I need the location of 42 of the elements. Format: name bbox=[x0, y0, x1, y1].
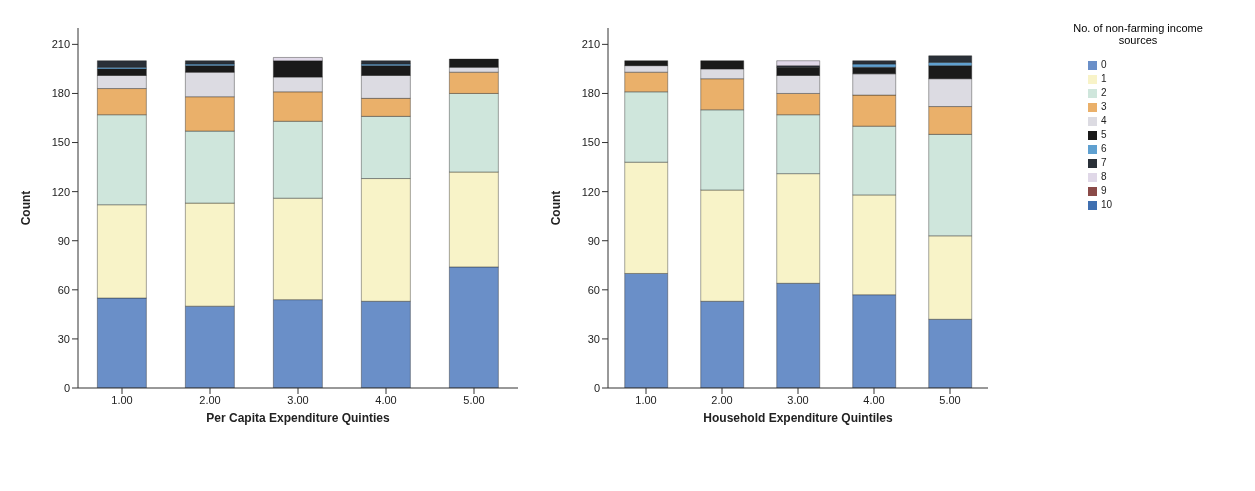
x-tick-label: 4.00 bbox=[863, 393, 885, 406]
x-tick-label: 5.00 bbox=[939, 393, 961, 406]
y-tick-label: 150 bbox=[581, 136, 600, 149]
x-tick-label: 3.00 bbox=[287, 393, 309, 406]
y-tick-label: 150 bbox=[51, 136, 70, 149]
legend-label: 5 bbox=[1101, 129, 1107, 140]
legend-label: 3 bbox=[1101, 101, 1107, 112]
x-axis-title: Per Capita Expenditure Quinties bbox=[206, 411, 391, 425]
x-tick-label: 2.00 bbox=[199, 393, 221, 406]
legend-label: 6 bbox=[1101, 143, 1107, 154]
y-tick-label: 30 bbox=[587, 332, 600, 345]
y-tick-label: 210 bbox=[581, 38, 600, 51]
y-tick-label: 180 bbox=[51, 87, 70, 100]
x-tick-label: 1.00 bbox=[635, 393, 657, 406]
legend-label: 0 bbox=[1101, 59, 1107, 70]
y-tick-label: 0 bbox=[63, 381, 70, 394]
legend-label: 2 bbox=[1101, 87, 1107, 98]
legend-label: 1 bbox=[1101, 73, 1107, 84]
legend-label: 8 bbox=[1101, 171, 1107, 182]
y-tick-label: 120 bbox=[581, 185, 600, 198]
legend-label: 7 bbox=[1101, 157, 1107, 168]
x-axis-title: Household Expenditure Quintiles bbox=[703, 411, 893, 425]
y-tick-label: 30 bbox=[57, 332, 70, 345]
x-tick-label: 1.00 bbox=[111, 393, 133, 406]
legend-label: 4 bbox=[1101, 115, 1107, 126]
x-tick-label: 5.00 bbox=[463, 393, 485, 406]
x-tick-label: 2.00 bbox=[711, 393, 733, 406]
legend-label: 9 bbox=[1101, 185, 1107, 196]
y-tick-label: 0 bbox=[593, 381, 600, 394]
y-tick-label: 60 bbox=[57, 283, 70, 296]
x-tick-label: 3.00 bbox=[787, 393, 809, 406]
y-tick-label: 90 bbox=[587, 234, 600, 247]
legend-title: No. of non-farming income sources bbox=[1072, 22, 1204, 46]
x-tick-label: 4.00 bbox=[375, 393, 397, 406]
y-tick-label: 90 bbox=[57, 234, 70, 247]
y-axis-title: Count bbox=[19, 190, 34, 226]
y-tick-label: 60 bbox=[587, 283, 600, 296]
y-axis-title: Count bbox=[549, 190, 564, 226]
y-tick-label: 180 bbox=[581, 87, 600, 100]
legend-label: 10 bbox=[1101, 199, 1113, 210]
y-tick-label: 210 bbox=[51, 38, 70, 51]
y-tick-label: 120 bbox=[51, 185, 70, 198]
